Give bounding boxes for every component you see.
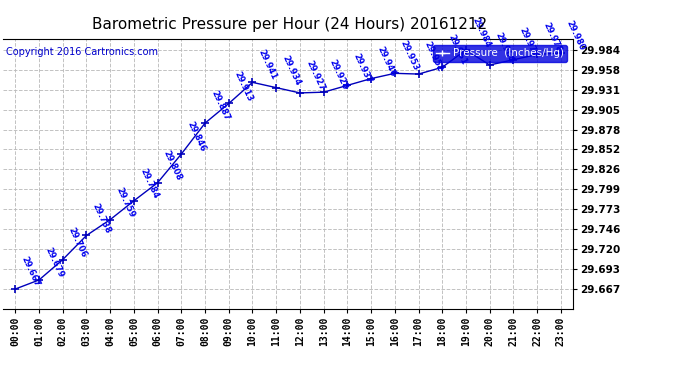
Text: 29.978: 29.978 <box>541 21 563 54</box>
Text: 29.759: 29.759 <box>115 186 136 219</box>
Text: 29.984: 29.984 <box>470 16 492 49</box>
Text: 29.913: 29.913 <box>233 70 255 103</box>
Text: 29.846: 29.846 <box>186 120 208 153</box>
Legend: Pressure  (Inches/Hg): Pressure (Inches/Hg) <box>433 45 567 62</box>
Text: 29.980: 29.980 <box>565 19 586 52</box>
Text: 29.808: 29.808 <box>161 149 184 182</box>
Text: 29.934: 29.934 <box>280 54 302 87</box>
Text: 29.952: 29.952 <box>423 40 444 73</box>
Text: 29.971: 29.971 <box>518 26 540 59</box>
Text: 29.784: 29.784 <box>138 167 160 200</box>
Text: 29.706: 29.706 <box>67 226 89 259</box>
Text: 29.679: 29.679 <box>43 246 65 279</box>
Text: 29.961: 29.961 <box>446 33 469 66</box>
Text: Barometric Pressure per Hour (24 Hours) 20161212: Barometric Pressure per Hour (24 Hours) … <box>92 17 487 32</box>
Text: 29.941: 29.941 <box>257 48 279 82</box>
Text: 29.937: 29.937 <box>351 52 373 85</box>
Text: 29.928: 29.928 <box>328 58 350 92</box>
Text: 29.738: 29.738 <box>90 202 112 235</box>
Text: 29.953: 29.953 <box>399 39 421 72</box>
Text: Copyright 2016 Cartronics.com: Copyright 2016 Cartronics.com <box>6 47 157 57</box>
Text: 29.927: 29.927 <box>304 59 326 92</box>
Text: 29.964: 29.964 <box>494 31 515 64</box>
Text: 29.667: 29.667 <box>19 255 41 288</box>
Text: 29.887: 29.887 <box>209 89 231 122</box>
Text: 29.946: 29.946 <box>375 45 397 78</box>
